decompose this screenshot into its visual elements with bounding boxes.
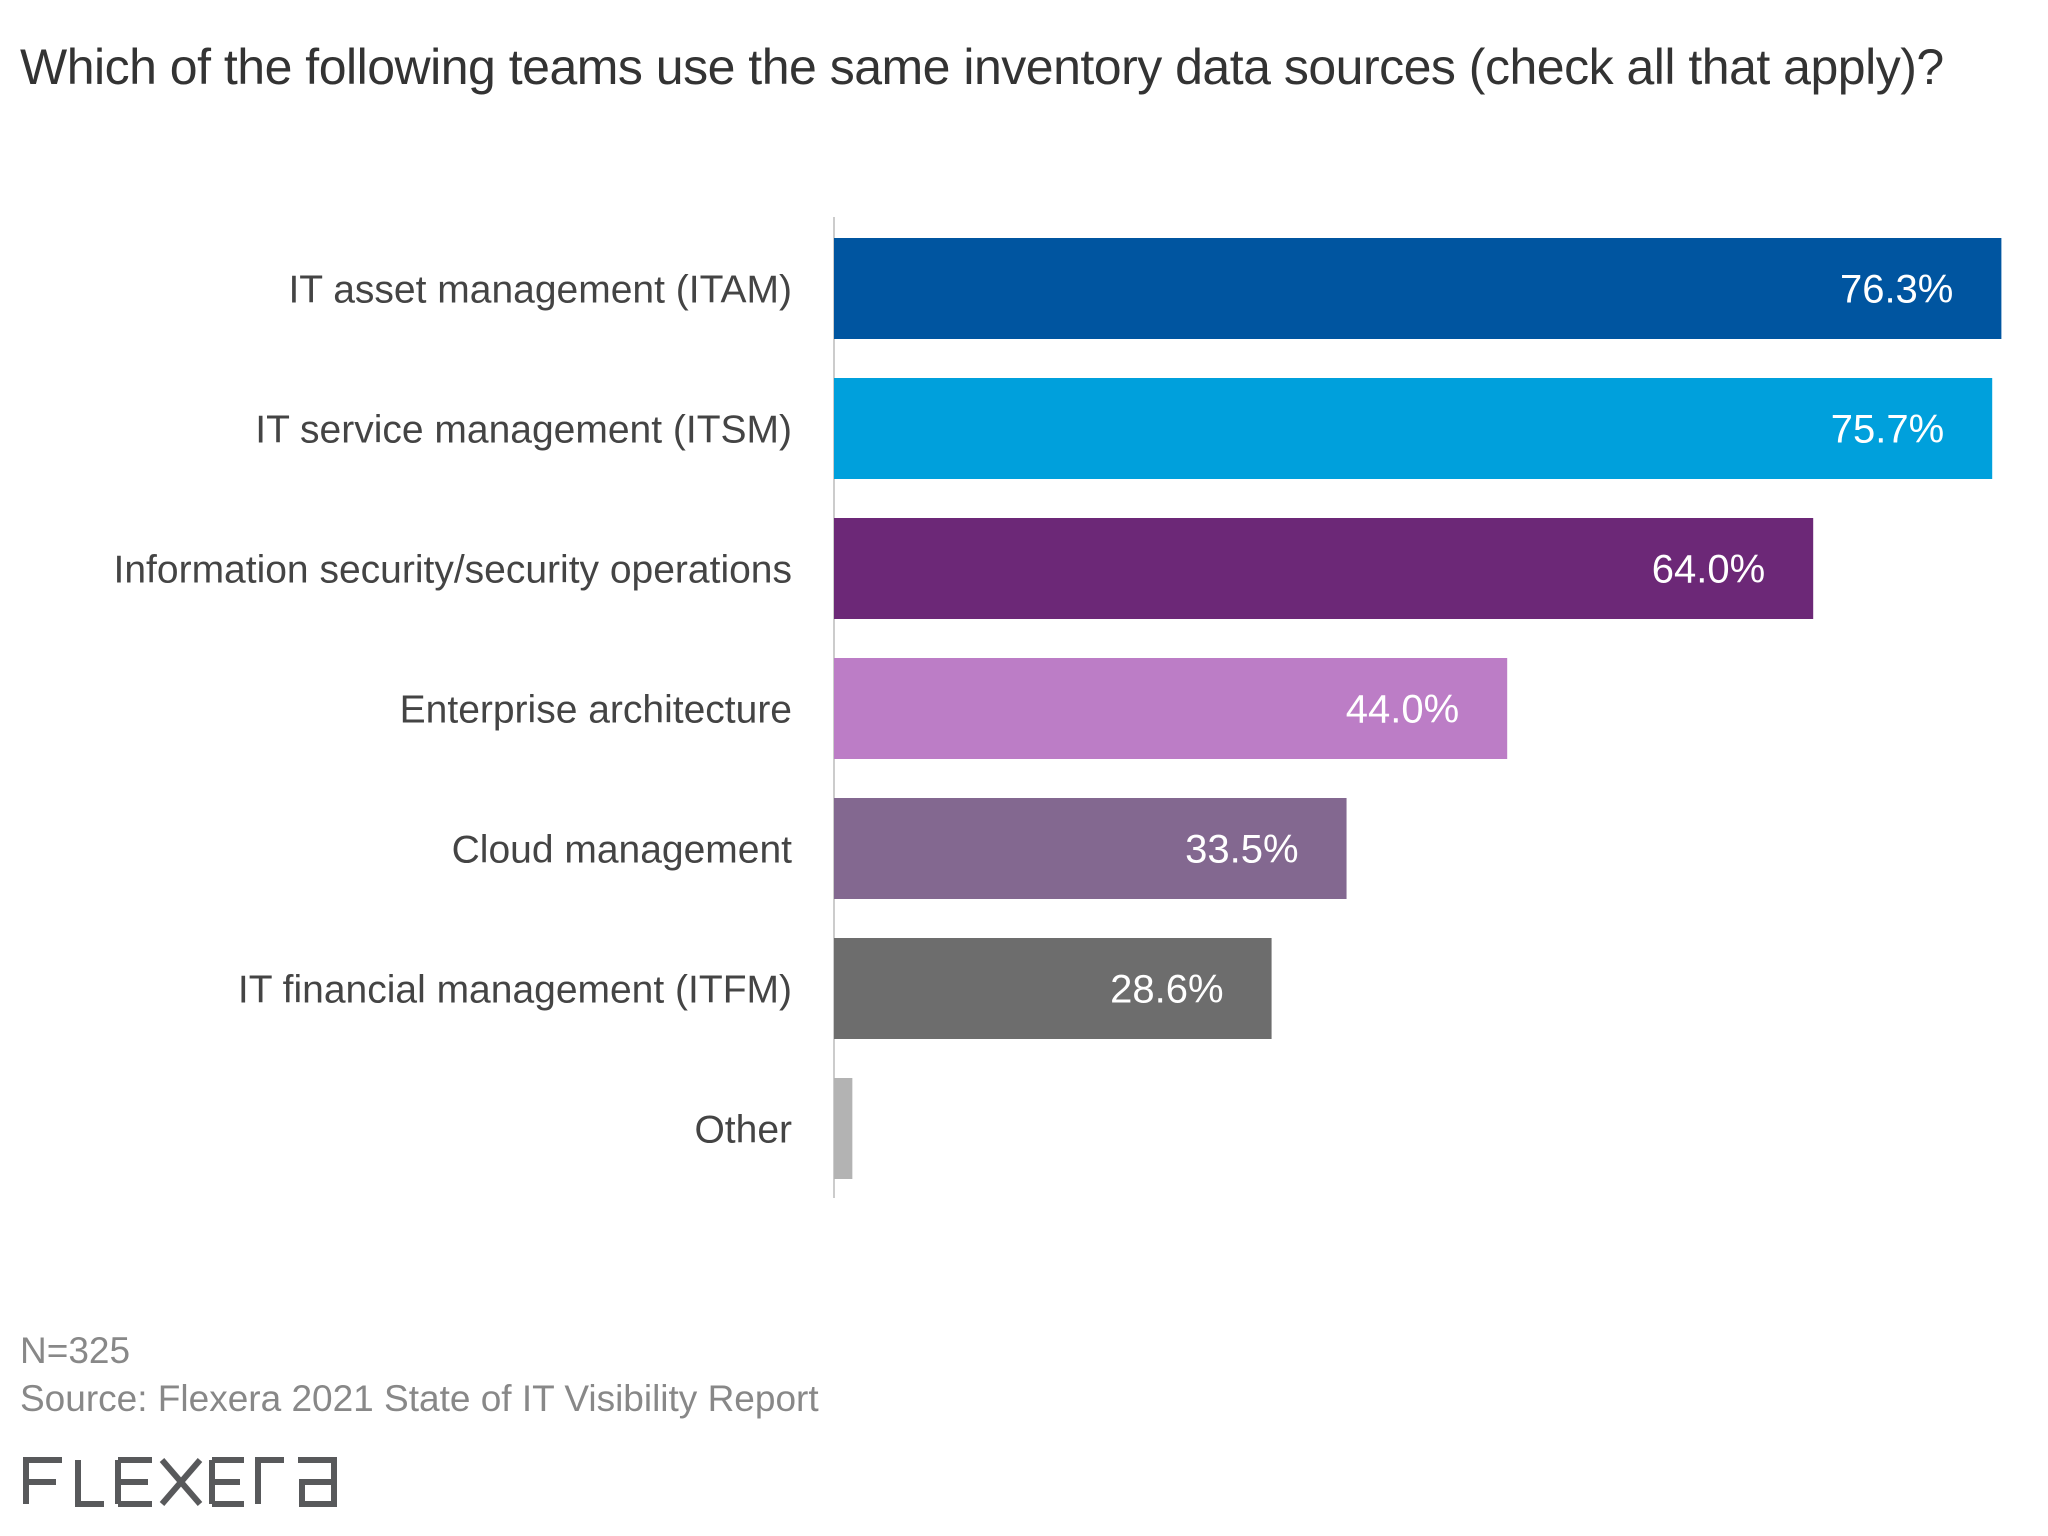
category-label: Cloud management xyxy=(452,829,793,872)
bar xyxy=(834,658,1508,759)
data-label: 28.6% xyxy=(1110,968,1223,1012)
category-label: Enterprise architecture xyxy=(400,689,792,732)
bar xyxy=(834,798,1347,899)
source-note: Source: Flexera 2021 State of IT Visibil… xyxy=(20,1378,819,1419)
data-label: 75.7% xyxy=(1831,408,1944,452)
category-label: IT service management (ITSM) xyxy=(255,409,792,452)
data-label: 44.0% xyxy=(1346,688,1459,732)
bar-chart: IT asset management (ITAM) 76.3% IT servic… xyxy=(114,217,2002,1198)
category-label: Information security/security operations xyxy=(114,549,792,592)
category-label: IT asset management (ITAM) xyxy=(288,269,792,312)
bar xyxy=(834,938,1272,1039)
flexera-logo xyxy=(23,1457,337,1507)
data-label: 1.2% xyxy=(884,1108,975,1152)
data-label: 64.0% xyxy=(1652,548,1765,592)
chart-title: Which of the following teams use the sam… xyxy=(20,39,1944,95)
category-label: Other xyxy=(694,1109,792,1152)
bar xyxy=(834,518,1814,619)
data-label: 33.5% xyxy=(1185,828,1298,872)
bar xyxy=(834,378,1993,479)
bar xyxy=(834,238,2002,339)
sample-size: N=325 xyxy=(20,1330,131,1371)
category-label: IT financial management (ITFM) xyxy=(238,969,792,1012)
data-label: 76.3% xyxy=(1840,268,1953,312)
bar xyxy=(834,1078,853,1179)
